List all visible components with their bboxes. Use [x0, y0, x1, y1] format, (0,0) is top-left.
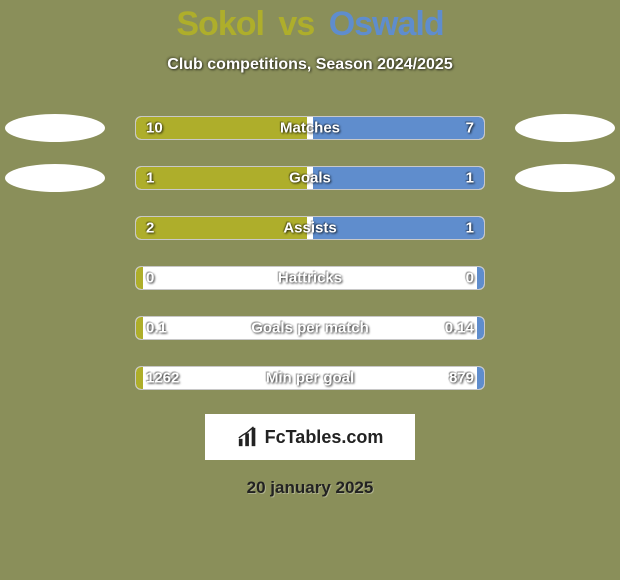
stat-bar: Hattricks 0 0 [135, 266, 485, 290]
stat-value-left: 1 [146, 170, 154, 187]
bar-fill-left [136, 267, 143, 289]
stat-label: Goals [289, 170, 331, 187]
stat-value-left: 1262 [146, 370, 179, 387]
stat-value-right: 0 [466, 270, 474, 287]
player2-oval [515, 114, 615, 142]
stat-row: Min per goal 1262 879 [0, 364, 620, 392]
stat-bar: Assists 2 1 [135, 216, 485, 240]
stat-value-left: 0 [146, 270, 154, 287]
player2-oval [515, 164, 615, 192]
logo-text: FcTables.com [265, 427, 384, 448]
bar-fill-right [313, 217, 484, 239]
stats-rows: Matches 10 7 Goals 1 1 Assists 2 1 Hattricks 0 0 Goa… [0, 114, 620, 392]
stat-row: Hattricks 0 0 [0, 264, 620, 292]
stat-value-right: 1 [466, 220, 474, 237]
stat-value-right: 879 [449, 370, 474, 387]
stat-bar: Min per goal 1262 879 [135, 366, 485, 390]
bar-fill-right [477, 267, 484, 289]
subtitle: Club competitions, Season 2024/2025 [0, 56, 620, 74]
stat-row: Matches 10 7 [0, 114, 620, 142]
bar-fill-left [136, 317, 143, 339]
bar-fill-right [477, 367, 484, 389]
player1-name: Sokol [176, 5, 264, 43]
stat-value-left: 0.1 [146, 320, 167, 337]
stat-value-right: 1 [466, 170, 474, 187]
bar-chart-icon [237, 426, 259, 448]
player2-name: Oswald [329, 5, 444, 43]
stats-comparison-card: Sokol vs Oswald Club competitions, Seaso… [0, 0, 620, 580]
bar-fill-right [313, 167, 484, 189]
player1-oval [5, 114, 105, 142]
vs-text: vs [278, 5, 314, 43]
stat-bar: Matches 10 7 [135, 116, 485, 140]
stat-row: Goals per match 0.1 0.14 [0, 314, 620, 342]
stat-bar: Goals 1 1 [135, 166, 485, 190]
stat-row: Assists 2 1 [0, 214, 620, 242]
bar-fill-right [477, 317, 484, 339]
bar-fill-left [136, 367, 143, 389]
page-title: Sokol vs Oswald [0, 5, 620, 44]
stat-value-right: 7 [466, 120, 474, 137]
stat-row: Goals 1 1 [0, 164, 620, 192]
stat-value-left: 10 [146, 120, 163, 137]
stat-label: Assists [283, 220, 336, 237]
player1-oval [5, 164, 105, 192]
bar-fill-left [136, 217, 307, 239]
stat-bar: Goals per match 0.1 0.14 [135, 316, 485, 340]
stat-label: Min per goal [266, 370, 354, 387]
logo-box[interactable]: FcTables.com [205, 414, 415, 460]
date: 20 january 2025 [0, 478, 620, 498]
bar-fill-left [136, 167, 307, 189]
stat-value-right: 0.14 [445, 320, 474, 337]
stat-label: Goals per match [251, 320, 369, 337]
stat-label: Hattricks [278, 270, 342, 287]
stat-value-left: 2 [146, 220, 154, 237]
stat-label: Matches [280, 120, 340, 137]
